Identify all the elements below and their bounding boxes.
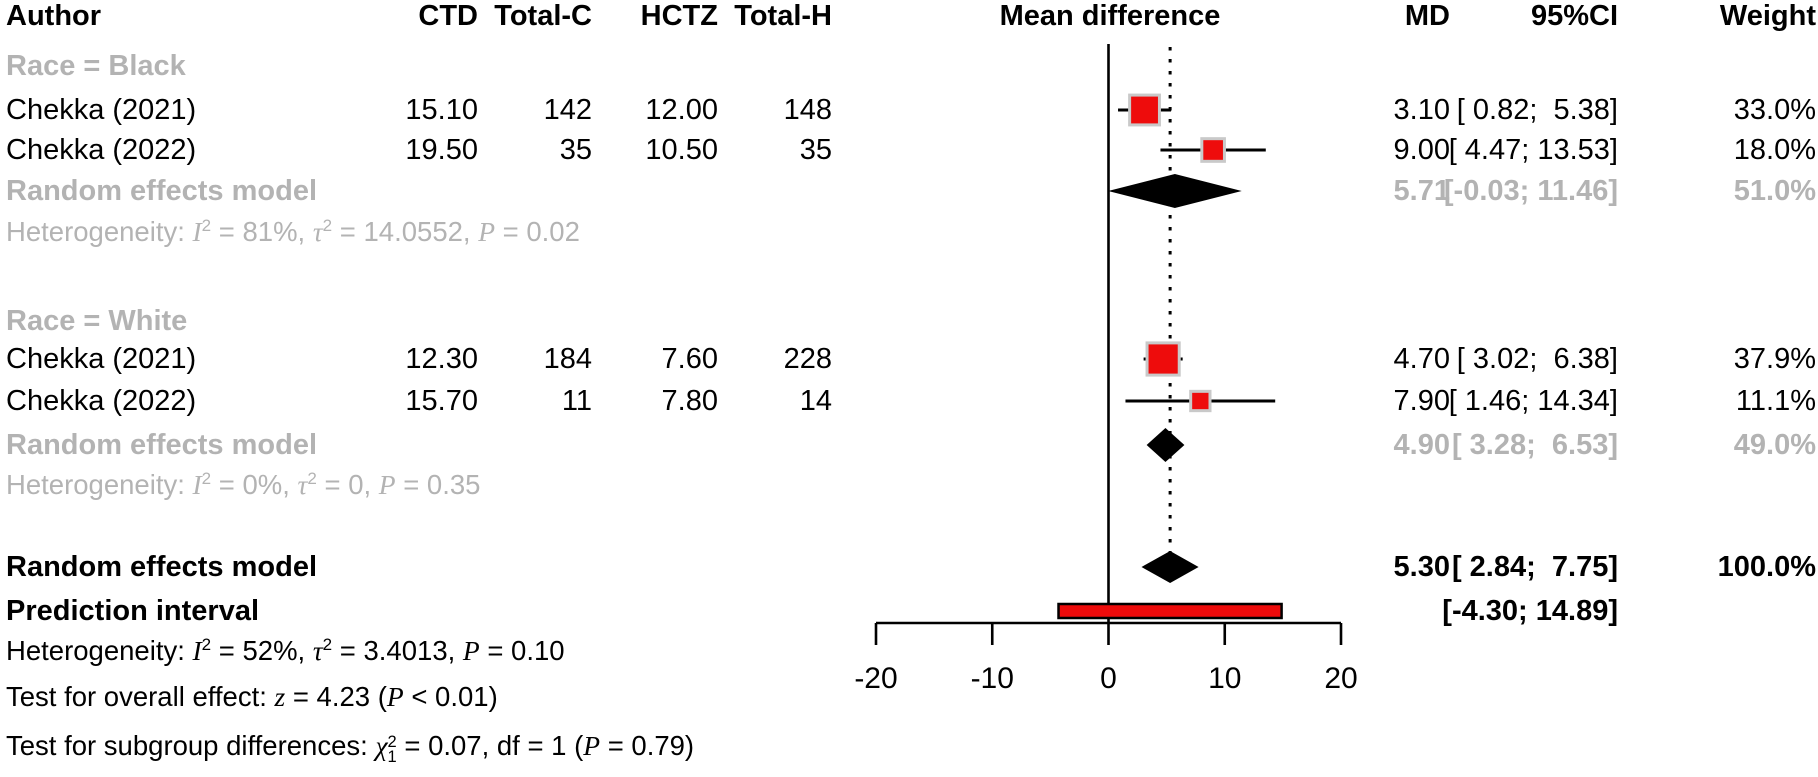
heterogeneity-line-black: Heterogeneity: I2 = 81%, τ2 = 14.0552, P… bbox=[0, 215, 1818, 249]
weight-value: 33.0% bbox=[1733, 94, 1816, 126]
subgroup-title: Race = White bbox=[6, 305, 188, 337]
ci-value: [ 2.84; 7.75] bbox=[1451, 551, 1618, 583]
ctd-value: 19.50 bbox=[405, 134, 478, 166]
ci-value: [-0.03; 11.46] bbox=[1443, 175, 1618, 207]
weight-value: 11.1% bbox=[1735, 385, 1816, 417]
header-md: MD bbox=[1404, 0, 1450, 32]
total-h-value: 14 bbox=[799, 385, 832, 417]
ci-value: [ 4.47; 13.53] bbox=[1448, 134, 1618, 166]
header-total-h: Total-H bbox=[734, 0, 832, 32]
total-c-value: 11 bbox=[561, 385, 592, 417]
heterogeneity-line-overall: Heterogeneity: I2 = 52%, τ2 = 3.4013, P … bbox=[0, 634, 1818, 668]
ci-value: [ 0.82; 5.38] bbox=[1456, 94, 1618, 126]
ci-value: [ 3.02; 6.38] bbox=[1456, 343, 1618, 375]
total-c-value: 142 bbox=[543, 94, 592, 126]
prediction-label: Prediction interval bbox=[6, 595, 260, 627]
weight-value: 51.0% bbox=[1733, 175, 1816, 207]
pooled-label: Random effects model bbox=[6, 175, 317, 207]
ctd-value: 15.70 bbox=[405, 385, 478, 417]
md-value: 4.70 bbox=[1393, 343, 1450, 375]
study-row: Chekka (2022) 19.50 35 10.50 35 9.00 [ 4… bbox=[0, 132, 1818, 168]
heterogeneity-line-white: Heterogeneity: I2 = 0%, τ2 = 0, P = 0.35 bbox=[0, 468, 1818, 502]
total-c-value: 184 bbox=[543, 343, 592, 375]
total-h-value: 228 bbox=[783, 343, 832, 375]
hctz-value: 7.80 bbox=[661, 385, 718, 417]
header-mean-difference: Mean difference bbox=[999, 0, 1221, 32]
total-h-value: 35 bbox=[799, 134, 832, 166]
hctz-value: 10.50 bbox=[645, 134, 718, 166]
test-overall-effect-line: Test for overall effect: z = 4.23 (P < 0… bbox=[0, 680, 1818, 714]
study-row: Chekka (2021) 15.10 142 12.00 148 3.10 [… bbox=[0, 92, 1818, 128]
heterogeneity-text: Heterogeneity: I2 = 81%, τ2 = 14.0552, P… bbox=[6, 215, 580, 247]
study-author: Chekka (2021) bbox=[6, 343, 197, 375]
weight-value: 18.0% bbox=[1733, 134, 1816, 166]
overall-label: Random effects model bbox=[6, 551, 317, 583]
subgroup-title: Race = Black bbox=[6, 50, 186, 82]
pooled-row-black: Random effects model 5.71 [-0.03; 11.46]… bbox=[0, 173, 1818, 209]
prediction-interval-row: Prediction interval [-4.30; 14.89] bbox=[0, 593, 1818, 629]
table-header: Author CTD Total-C HCTZ Total-H Mean dif… bbox=[0, 0, 1818, 34]
subgroup-label-black: Race = Black bbox=[0, 48, 1818, 84]
study-row: Chekka (2022) 15.70 11 7.80 14 7.90 [ 1.… bbox=[0, 383, 1818, 419]
header-total-c: Total-C bbox=[494, 0, 592, 32]
header-hctz: HCTZ bbox=[640, 0, 718, 32]
header-ci: 95%CI bbox=[1530, 0, 1618, 32]
md-value: 5.71 bbox=[1393, 175, 1450, 207]
ci-value: [ 1.46; 14.34] bbox=[1448, 385, 1618, 417]
ctd-value: 12.30 bbox=[405, 343, 478, 375]
subgroup-label-white: Race = White bbox=[0, 303, 1818, 339]
header-author: Author bbox=[6, 0, 102, 32]
ci-value: [ 3.28; 6.53] bbox=[1451, 429, 1618, 461]
md-value: 5.30 bbox=[1393, 551, 1450, 583]
md-value: 4.90 bbox=[1393, 429, 1450, 461]
md-value: 9.00 bbox=[1393, 134, 1450, 166]
pooled-label: Random effects model bbox=[6, 429, 317, 461]
weight-value: 37.9% bbox=[1733, 343, 1816, 375]
weight-value: 100.0% bbox=[1717, 551, 1816, 583]
ctd-value: 15.10 bbox=[405, 94, 478, 126]
header-weight: Weight bbox=[1719, 0, 1816, 32]
study-author: Chekka (2022) bbox=[6, 385, 197, 417]
overall-pooled-row: Random effects model 5.30 [ 2.84; 7.75] … bbox=[0, 549, 1818, 585]
pooled-row-white: Random effects model 4.90 [ 3.28; 6.53] … bbox=[0, 427, 1818, 463]
test-overall-text: Test for overall effect: z = 4.23 (P < 0… bbox=[6, 681, 498, 712]
header-ctd: CTD bbox=[418, 0, 478, 32]
study-author: Chekka (2022) bbox=[6, 134, 197, 166]
weight-value: 49.0% bbox=[1733, 429, 1816, 461]
heterogeneity-text: Heterogeneity: I2 = 0%, τ2 = 0, P = 0.35 bbox=[6, 468, 481, 500]
md-value: 7.90 bbox=[1393, 385, 1450, 417]
study-row: Chekka (2021) 12.30 184 7.60 228 4.70 [ … bbox=[0, 341, 1818, 377]
hctz-value: 7.60 bbox=[661, 343, 718, 375]
study-author: Chekka (2021) bbox=[6, 94, 197, 126]
ci-value: [-4.30; 14.89] bbox=[1442, 595, 1618, 627]
total-h-value: 148 bbox=[783, 94, 832, 126]
total-c-value: 35 bbox=[559, 134, 592, 166]
md-value: 3.10 bbox=[1393, 94, 1450, 126]
hctz-value: 12.00 bbox=[645, 94, 718, 126]
heterogeneity-text: Heterogeneity: I2 = 52%, τ2 = 3.4013, P … bbox=[6, 634, 565, 666]
